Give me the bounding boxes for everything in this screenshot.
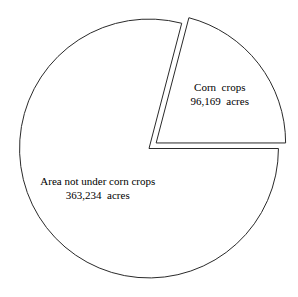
svg-text:Corn crops96,169 acres: Corn crops96,169 acres: [191, 81, 249, 107]
svg-text:Area not under corn crops363,2: Area not under corn crops363,234 acres: [40, 175, 155, 201]
